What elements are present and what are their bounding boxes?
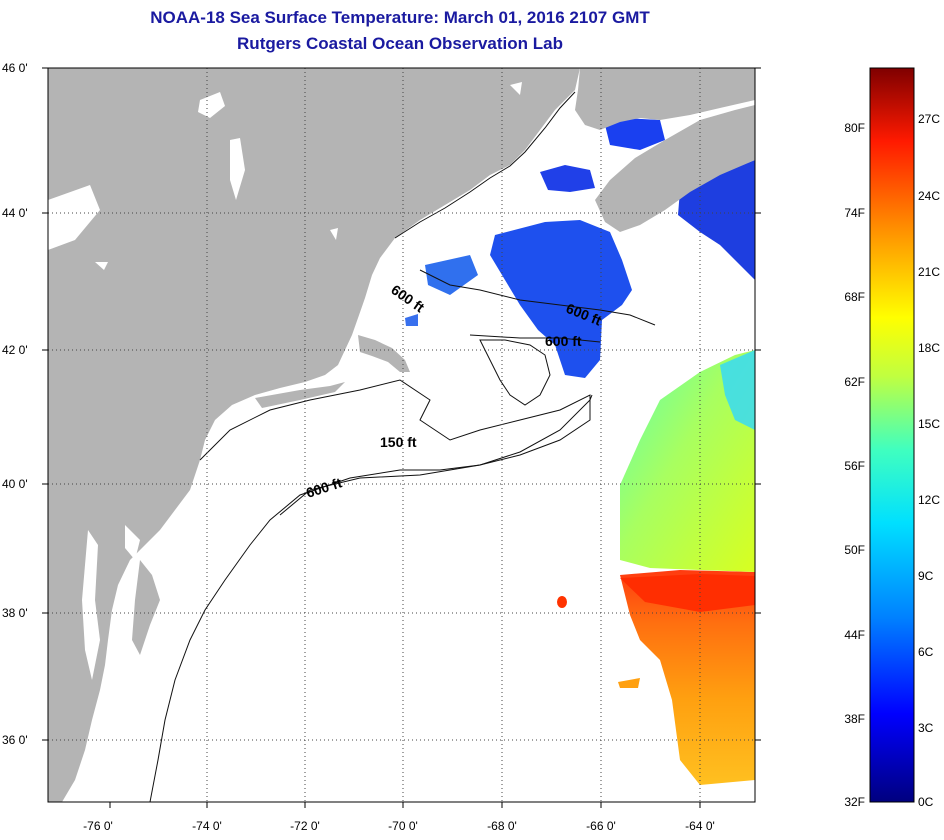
lake-4 — [95, 262, 108, 270]
map-title: NOAA-18 Sea Surface Temperature: March 0… — [150, 8, 650, 27]
sst-warm-eddy — [557, 596, 567, 608]
contour-label-150ft: 150 ft — [380, 434, 417, 450]
lat-label-36: 36 0' — [2, 733, 28, 747]
map-subtitle: Rutgers Coastal Ocean Observation Lab — [237, 34, 563, 53]
colorbar-f-74: 74F — [844, 206, 865, 220]
sst-slope-water — [620, 350, 755, 572]
land-new-brunswick — [575, 68, 755, 130]
colorbar-c-0: 0C — [918, 795, 934, 809]
colorbar-c-9: 9C — [918, 569, 934, 583]
lake-3 — [48, 185, 100, 250]
contour-600ft-gom — [419, 269, 656, 343]
colorbar-c-12: 12C — [918, 493, 940, 507]
lon-label-74: -74 0' — [192, 819, 222, 833]
land-delmarva — [132, 560, 160, 655]
land-long-island — [255, 382, 345, 408]
lat-label-38: 38 0' — [2, 606, 28, 620]
contour-georges — [479, 339, 551, 406]
sst-warm-patch — [618, 678, 640, 688]
coastline-detail — [394, 91, 576, 239]
lat-label-46: 46 0' — [2, 61, 28, 75]
lon-label-66: -66 0' — [586, 819, 616, 833]
colorbar-c-18: 18C — [918, 341, 940, 355]
map-frame — [47, 67, 756, 803]
lon-label-64: -64 0' — [685, 819, 715, 833]
colorbar — [869, 67, 915, 803]
sst-cold-bay-of-fundy — [540, 165, 595, 192]
axis-ticks — [42, 67, 761, 808]
sst-hot-band — [620, 574, 755, 612]
colorbar-f-38: 38F — [844, 712, 865, 726]
colorbar-f-68: 68F — [844, 290, 865, 304]
contour-600ft — [279, 394, 593, 516]
colorbar-c-21: 21C — [918, 265, 940, 279]
sst-cool-edge — [720, 350, 755, 430]
colorbar-f-80: 80F — [844, 121, 865, 135]
lat-label-40: 40 0' — [2, 477, 28, 491]
lake-6 — [510, 82, 522, 95]
colorbar-f-56: 56F — [844, 459, 865, 473]
colorbar-c-6: 6C — [918, 645, 934, 659]
lon-label-70: -70 0' — [388, 819, 418, 833]
sst-cold-patch-nw — [425, 255, 478, 295]
lake-2 — [230, 138, 245, 200]
sst-cold-fundy-upper — [605, 118, 665, 150]
colorbar-c-3: 3C — [918, 721, 934, 735]
land-cape-cod — [358, 335, 410, 372]
colorbar-f-62: 62F — [844, 375, 865, 389]
lon-label-72: -72 0' — [290, 819, 320, 833]
land-nova-scotia — [595, 105, 755, 232]
colorbar-c-15: 15C — [918, 417, 940, 431]
land-north-america — [48, 68, 580, 802]
lon-label-68: -68 0' — [487, 819, 517, 833]
sst-cold-scotian — [678, 160, 755, 280]
lat-label-42: 42 0' — [2, 343, 28, 357]
colorbar-c-27: 27C — [918, 112, 940, 126]
lat-label-44: 44 0' — [2, 206, 28, 220]
contour-150ft — [149, 379, 591, 802]
lon-label-76: -76 0' — [83, 819, 113, 833]
sst-warm-region — [620, 570, 755, 785]
lake-5 — [330, 228, 338, 240]
chesapeake-bay — [82, 530, 100, 680]
colorbar-f-50: 50F — [844, 543, 865, 557]
delaware-bay — [125, 525, 140, 560]
colorbar-f-32: 32F — [844, 795, 865, 809]
colorbar-c-24: 24C — [918, 189, 940, 203]
sst-cold-patch-sw — [405, 314, 418, 326]
lake-1 — [198, 92, 225, 118]
colorbar-f-44: 44F — [844, 628, 865, 642]
sst-cold-gulf-of-maine — [490, 220, 632, 378]
contour-label-600ft-3: 600 ft — [545, 333, 582, 349]
